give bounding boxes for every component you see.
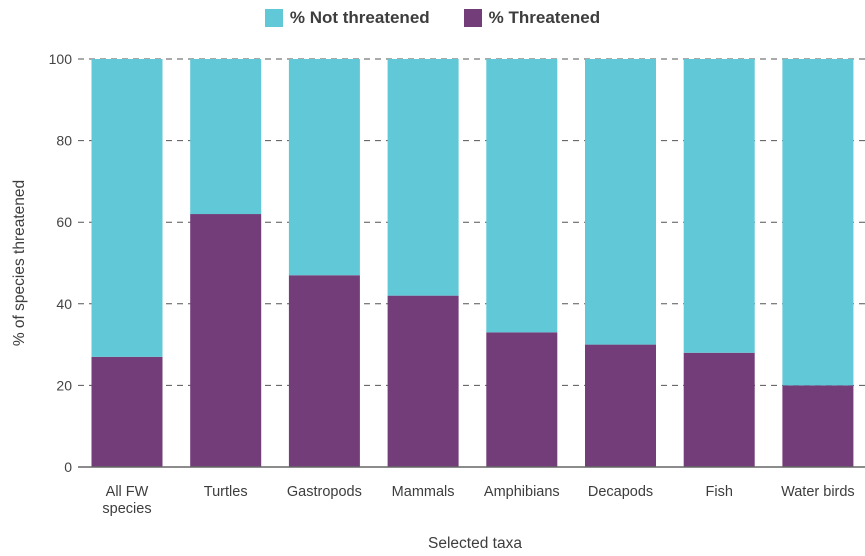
legend: % Not threatened % Threatened (0, 8, 865, 28)
x-tick-label: Decapods (588, 484, 653, 500)
bar-segment-not-threatened (91, 59, 163, 357)
bar-segment-threatened (683, 352, 755, 467)
x-tick-label: Fish (705, 484, 732, 500)
bar-segment-threatened (91, 356, 163, 467)
bar-segment-not-threatened (190, 59, 262, 215)
bar-segment-threatened (585, 344, 656, 467)
legend-swatch-threatened (463, 9, 482, 27)
bar-segment-not-threatened (288, 59, 360, 276)
x-tick-label: Water birds (781, 484, 855, 500)
y-tick-label: 80 (56, 133, 72, 149)
x-category-labels: All FW species Turtles Gastropods Mammals Amp… (102, 484, 854, 517)
bar-segment-threatened (486, 332, 558, 467)
legend-swatch-not-threatened (264, 9, 283, 27)
bar-segment-not-threatened (486, 59, 558, 333)
bar-segment-threatened (288, 275, 360, 467)
x-axis-title: Selected taxa (428, 535, 522, 552)
x-tick-label: All FW species (102, 484, 151, 517)
x-tick-label: Amphibians (484, 484, 560, 500)
bar-segment-threatened (782, 385, 854, 467)
x-tick-label: Gastropods (287, 484, 362, 500)
x-tick-label: Mammals (392, 484, 455, 500)
bar-segment-not-threatened (387, 59, 459, 296)
legend-label-not-threatened: % Not threatened (289, 8, 430, 27)
bar-segment-threatened (387, 295, 459, 467)
legend-item-not-threatened: % Not threatened (264, 8, 430, 28)
y-tick-label: 20 (56, 377, 72, 393)
y-tick-label: 100 (49, 51, 73, 67)
y-tick-labels: 0 20 40 60 80 100 (49, 51, 73, 475)
bars (91, 59, 854, 467)
legend-label-threatened: % Threatened (488, 8, 601, 27)
y-tick-label: 40 (56, 296, 72, 312)
bar-segment-not-threatened (683, 59, 755, 353)
legend-item-threatened: % Threatened (463, 8, 601, 28)
bar-segment-threatened (190, 214, 262, 467)
bar-segment-not-threatened (782, 59, 854, 386)
y-axis-title: % of species threatened (11, 180, 28, 346)
y-tick-label: 60 (56, 214, 72, 230)
bar-segment-not-threatened (585, 59, 656, 345)
x-tick-label: Turtles (204, 484, 248, 500)
y-tick-label: 0 (64, 459, 72, 475)
